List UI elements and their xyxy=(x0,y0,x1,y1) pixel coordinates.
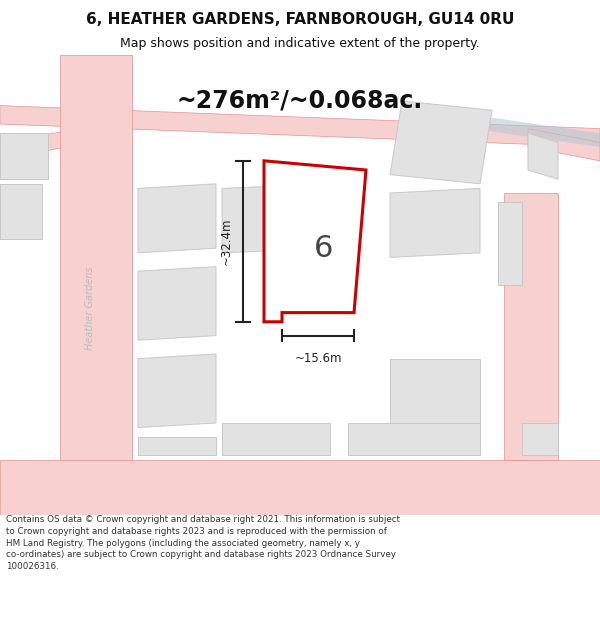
Text: 6: 6 xyxy=(314,234,334,262)
Polygon shape xyxy=(222,184,330,253)
Polygon shape xyxy=(0,106,600,147)
Polygon shape xyxy=(504,193,558,460)
Polygon shape xyxy=(528,133,558,179)
Polygon shape xyxy=(264,161,366,322)
Polygon shape xyxy=(138,354,216,428)
Polygon shape xyxy=(0,460,600,515)
Polygon shape xyxy=(498,202,522,285)
Polygon shape xyxy=(528,129,600,161)
Polygon shape xyxy=(222,423,330,455)
Polygon shape xyxy=(408,106,600,147)
Polygon shape xyxy=(138,437,216,455)
Polygon shape xyxy=(138,184,216,253)
Polygon shape xyxy=(390,359,480,428)
Polygon shape xyxy=(390,101,492,184)
Polygon shape xyxy=(522,423,558,455)
Text: ~15.6m: ~15.6m xyxy=(294,352,342,365)
Polygon shape xyxy=(0,133,48,179)
Polygon shape xyxy=(348,423,480,455)
Text: Map shows position and indicative extent of the property.: Map shows position and indicative extent… xyxy=(120,38,480,51)
Polygon shape xyxy=(0,124,108,161)
Text: Contains OS data © Crown copyright and database right 2021. This information is : Contains OS data © Crown copyright and d… xyxy=(6,515,400,571)
Text: ~32.4m: ~32.4m xyxy=(220,217,233,265)
Text: 6, HEATHER GARDENS, FARNBOROUGH, GU14 0RU: 6, HEATHER GARDENS, FARNBOROUGH, GU14 0R… xyxy=(86,12,514,27)
Polygon shape xyxy=(0,184,42,239)
Polygon shape xyxy=(60,55,132,515)
Text: Heather Gardens: Heather Gardens xyxy=(85,266,95,350)
Polygon shape xyxy=(138,267,216,340)
Text: ~276m²/~0.068ac.: ~276m²/~0.068ac. xyxy=(177,89,423,113)
Polygon shape xyxy=(390,188,480,258)
